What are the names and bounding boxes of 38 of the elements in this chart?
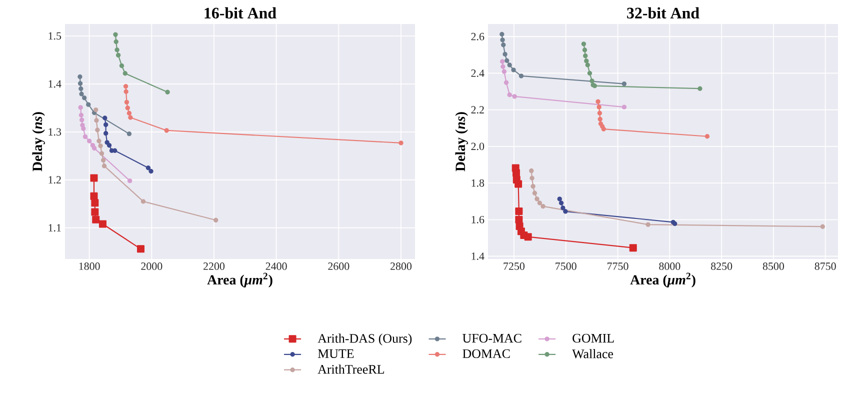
y-tick-label: 1.4	[472, 252, 484, 260]
y-tick-label: 2.2	[471, 106, 484, 114]
x-tick-label: 8250	[711, 262, 732, 270]
y-tick-label: 2.4	[471, 70, 484, 77]
x-tick-label: 8000	[659, 262, 680, 270]
y-tick-label: 1.2	[48, 176, 61, 184]
legend-label: Wallace	[572, 349, 614, 358]
x-tick-label: 2200	[204, 262, 225, 270]
legend-label: Arith-DAS (Ours)	[318, 334, 412, 346]
x-tick-label: 7750	[608, 262, 628, 270]
x-tick-label: 2600	[328, 262, 350, 270]
x-tick-label: 8500	[762, 262, 784, 270]
x-tick-label: 2800	[390, 262, 412, 270]
x-tick-label: 2400	[266, 262, 287, 270]
x-tick-label: 7500	[556, 262, 576, 270]
x-tick-label: 2000	[141, 262, 162, 270]
text: Delay (ns)	[455, 112, 468, 172]
y-tick-label: 1.3	[48, 128, 62, 136]
text: Area (μm$^{2}$)	[630, 272, 696, 288]
y-tick-label: 1.4	[48, 80, 62, 88]
y-tick-label: 1.5	[48, 32, 62, 40]
x-tick-label: 8750	[814, 262, 836, 270]
legend-label: MUTE	[318, 349, 354, 358]
chart-title: 32-bit And	[627, 7, 700, 18]
legend-label: ArithTreeRL	[318, 364, 384, 374]
legend-label: UFO-MAC	[462, 334, 522, 343]
y-tick-label: 1.6	[472, 216, 484, 224]
y-tick-label: 2.6	[471, 32, 484, 40]
chart-title: 16-bit And	[204, 7, 276, 19]
y-tick-label: 1.1	[48, 224, 61, 232]
text: Area (μm$^{2}$)	[207, 272, 272, 288]
text: Delay (ns)	[32, 112, 45, 172]
y-tick-label: 1.8	[472, 179, 484, 187]
legend-label: DOMAC	[462, 349, 510, 358]
x-tick-label: 7250	[504, 262, 524, 270]
x-tick-label: 1800	[79, 262, 100, 270]
y-tick-label: 2.0	[471, 142, 484, 150]
legend-label: GOMIL	[572, 334, 614, 343]
